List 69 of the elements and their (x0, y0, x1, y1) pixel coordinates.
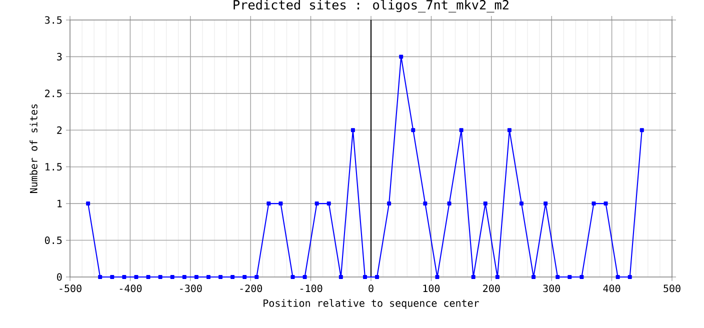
point (122, 274, 126, 279)
point (98, 274, 102, 279)
point (387, 202, 392, 206)
point (206, 274, 210, 279)
point (218, 274, 223, 279)
point (314, 202, 319, 206)
y-tick-label: 3 (57, 52, 62, 60)
point (604, 202, 608, 206)
point (459, 128, 464, 132)
point (447, 202, 452, 206)
point (435, 274, 440, 279)
point (532, 274, 536, 279)
point (362, 274, 367, 279)
point (338, 274, 343, 279)
point (520, 202, 524, 206)
x-tick-label: -300 (180, 284, 202, 292)
point (230, 274, 235, 279)
x-tick-label: -400 (120, 284, 142, 292)
point (182, 274, 186, 279)
x-tick-label: 100 (423, 284, 440, 292)
point (556, 274, 560, 279)
point (495, 274, 500, 279)
x-tick-label: 400 (603, 284, 620, 292)
point (110, 274, 114, 279)
y-tick-label: 0.5 (45, 236, 62, 244)
x-axis-title: Position relative to sequence center (264, 299, 479, 309)
point (544, 202, 548, 206)
point (592, 202, 596, 206)
point (411, 128, 416, 132)
chart-title: Predicted sites : oligos_7nt_mkv2_m2 (234, 0, 508, 12)
y-tick-label: 1.5 (46, 163, 62, 171)
point (86, 202, 90, 206)
x-tick-label: 500 (664, 284, 680, 292)
x-tick-label: 300 (543, 284, 560, 292)
point (194, 274, 198, 279)
point (278, 202, 283, 206)
point (471, 274, 476, 279)
point (326, 202, 331, 206)
point (158, 274, 162, 279)
point (350, 128, 355, 132)
point (507, 128, 512, 132)
point (483, 202, 488, 206)
x-tick-label: -200 (240, 284, 262, 292)
point (640, 128, 644, 132)
y-tick-label: 3.5 (45, 16, 62, 24)
y-tick-label: 2 (57, 126, 62, 134)
y-axis-title: Number of sites (30, 104, 38, 193)
point (628, 274, 632, 279)
x-tick-label: -500 (60, 284, 82, 292)
point (399, 54, 404, 59)
point (170, 274, 174, 279)
y-tick-label: 1 (58, 200, 62, 208)
point (375, 274, 380, 279)
point (302, 274, 307, 279)
x-tick-label: 0 (368, 284, 374, 292)
x-tick-label: -100 (300, 284, 322, 292)
point (242, 274, 247, 279)
point (568, 274, 572, 279)
point (134, 274, 138, 279)
y-tick-label: 0 (57, 273, 62, 281)
x-tick-label: 200 (483, 284, 500, 292)
point (266, 202, 271, 206)
point (254, 274, 259, 279)
point (616, 274, 620, 279)
point (146, 274, 150, 279)
y-tick-label: 2.5 (45, 90, 62, 98)
point (290, 274, 295, 279)
point (423, 202, 428, 206)
point (580, 274, 584, 279)
